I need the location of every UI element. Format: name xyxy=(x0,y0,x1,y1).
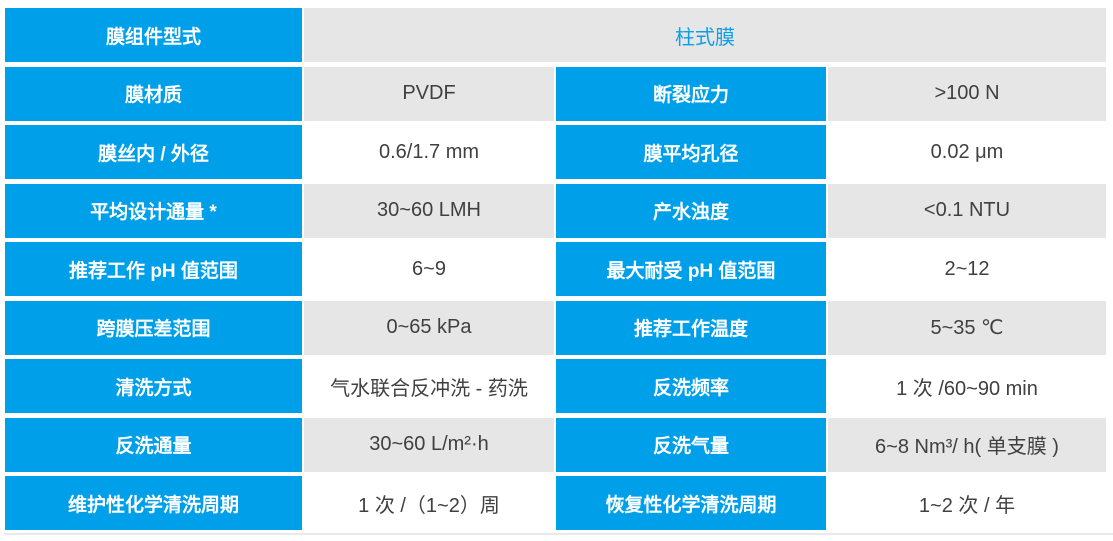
spec-value-text: 30~60 L/m²·h xyxy=(369,433,489,455)
spec-label-text: 推荐工作 pH 值范围 xyxy=(69,260,238,282)
spec-value-text: 1 次 /（1~2）周 xyxy=(358,494,500,517)
spec-label-cell: 反洗气量 xyxy=(556,417,826,472)
spec-value-text: 6~9 xyxy=(412,257,446,280)
spec-value-text: 气水联合反冲洗 - 药洗 xyxy=(330,377,528,400)
spec-label-cell: 跨膜压差范围 xyxy=(5,300,302,355)
spec-label-text: 断裂应力 xyxy=(652,85,729,106)
spec-value-text: 0~65 kPa xyxy=(386,316,472,338)
spec-value-cell: PVDF xyxy=(304,66,554,121)
spec-value-text: 6~8 Nm³/ h( 单支膜 ) xyxy=(875,436,1059,458)
spec-label-cell: 推荐工作温度 xyxy=(556,300,826,355)
spec-value-cell: 气水联合反冲洗 - 药洗 xyxy=(304,359,554,413)
spec-value-cell: <0.1 NTU xyxy=(828,183,1106,238)
spec-label-text: 反洗通量 xyxy=(115,436,192,457)
table-bottom-edge-line xyxy=(4,533,1113,535)
spec-value-cell: 5~35 ℃ xyxy=(828,300,1106,355)
spec-value-text: 5~35 ℃ xyxy=(930,317,1004,339)
spec-value-cell: 30~60 L/m²·h xyxy=(304,417,554,472)
spec-label-text: 推荐工作温度 xyxy=(633,319,748,340)
spec-label-text: 反洗频率 xyxy=(652,377,729,399)
spec-value-text: 0.02 μm xyxy=(930,140,1004,163)
membrane-spec-table: 膜组件型式 柱式膜 膜材质 PVDF 断裂应力 >100 N 膜丝内 / 外径 … xyxy=(5,8,1106,530)
spec-label-cell: 恢复性化学清洗周期 xyxy=(556,476,826,530)
spec-value-text: 30~60 LMH xyxy=(377,199,481,221)
spec-label-cell: 反洗通量 xyxy=(5,417,302,472)
spec-value-text: <0.1 NTU xyxy=(923,199,1011,221)
spec-value-text: PVDF xyxy=(402,82,456,104)
spec-label-cell: 膜平均孔径 xyxy=(556,125,826,179)
spec-label-text: 膜材质 xyxy=(124,85,182,106)
spec-label-text: 维护性化学清洗周期 xyxy=(67,494,239,516)
spec-label-cell: 推荐工作 pH 值范围 xyxy=(5,242,302,296)
spec-value-cell: 1 次 /60~90 min xyxy=(828,359,1106,413)
spec-label-text: 平均设计通量 * xyxy=(90,202,217,223)
spec-header-value-text: 柱式膜 xyxy=(675,26,735,49)
spec-label-cell: 膜丝内 / 外径 xyxy=(5,125,302,179)
spec-value-cell: 6~9 xyxy=(304,242,554,296)
spec-value-text: >100 N xyxy=(934,82,1000,104)
spec-label-text: 膜平均孔径 xyxy=(643,143,739,165)
spec-label-cell: 最大耐受 pH 值范围 xyxy=(556,242,826,296)
spec-label-text: 跨膜压差范围 xyxy=(96,319,211,340)
spec-value-cell: 0~65 kPa xyxy=(304,300,554,355)
spec-label-text: 膜丝内 / 外径 xyxy=(98,143,209,165)
spec-value-text: 1~2 次 / 年 xyxy=(918,494,1016,517)
spec-label-cell: 平均设计通量 * xyxy=(5,183,302,238)
spec-value-cell: 1 次 /（1~2）周 xyxy=(304,476,554,530)
spec-label-cell: 断裂应力 xyxy=(556,66,826,121)
spec-value-cell: >100 N xyxy=(828,66,1106,121)
spec-value-cell: 0.02 μm xyxy=(828,125,1106,179)
spec-label-text: 最大耐受 pH 值范围 xyxy=(606,260,776,282)
spec-value-cell: 1~2 次 / 年 xyxy=(828,476,1106,530)
spec-label-text: 清洗方式 xyxy=(115,377,192,399)
spec-label-module-type: 膜组件型式 xyxy=(5,8,302,62)
spec-value-text: 2~12 xyxy=(944,257,990,280)
spec-value-cell: 30~60 LMH xyxy=(304,183,554,238)
spec-label-text: 产水浊度 xyxy=(652,202,729,223)
spec-label-cell: 维护性化学清洗周期 xyxy=(5,476,302,530)
spec-label-cell: 反洗频率 xyxy=(556,359,826,413)
spec-value-text: 0.6/1.7 mm xyxy=(378,140,480,163)
spec-value-cell: 2~12 xyxy=(828,242,1106,296)
spec-header-value-membrane-type: 柱式膜 xyxy=(304,8,1106,62)
spec-value-text: 1 次 /60~90 min xyxy=(896,377,1038,400)
spec-label-text: 恢复性化学清洗周期 xyxy=(605,494,777,516)
spec-value-cell: 6~8 Nm³/ h( 单支膜 ) xyxy=(828,417,1106,472)
spec-label-text: 膜组件型式 xyxy=(105,26,201,48)
spec-value-cell: 0.6/1.7 mm xyxy=(304,125,554,179)
spec-label-cell: 清洗方式 xyxy=(5,359,302,413)
spec-label-cell: 产水浊度 xyxy=(556,183,826,238)
spec-label-text: 反洗气量 xyxy=(652,436,729,457)
spec-label-cell: 膜材质 xyxy=(5,66,302,121)
